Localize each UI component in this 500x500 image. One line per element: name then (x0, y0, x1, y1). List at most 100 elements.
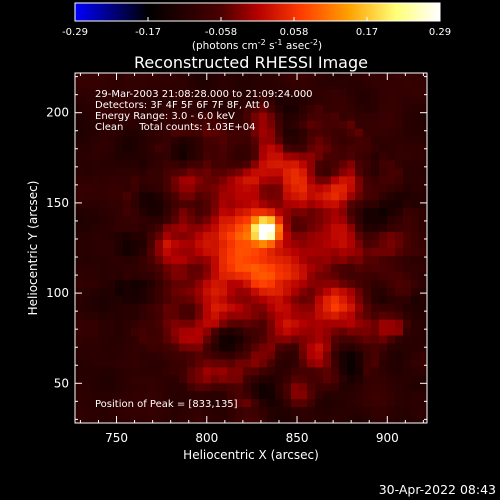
heatmap-cell (403, 319, 412, 329)
heatmap-cell (227, 168, 236, 178)
heatmap-cell (123, 271, 132, 281)
heatmap-cell (187, 112, 196, 122)
heatmap-cell (283, 168, 292, 178)
heatmap-cell (91, 295, 100, 305)
heatmap-cell (91, 232, 100, 241)
heatmap-cell (131, 343, 140, 353)
heatmap-cell (403, 351, 412, 360)
heatmap-cell (187, 168, 196, 178)
heatmap-cell (387, 287, 396, 297)
heatmap-cell (299, 287, 308, 297)
heatmap-cell (179, 120, 188, 130)
heatmap-cell (403, 279, 412, 289)
heatmap-cell (307, 88, 316, 98)
heatmap-cell (179, 208, 188, 217)
heatmap-cell (339, 367, 348, 376)
heatmap-cell (171, 287, 180, 297)
heatmap-cell (155, 144, 164, 154)
heatmap-cell (187, 80, 196, 90)
heatmap-cell (107, 136, 116, 146)
heatmap-cell (155, 375, 164, 384)
heatmap-cell (179, 232, 188, 241)
heatmap-cell (107, 303, 116, 313)
heatmap-cell (123, 160, 132, 170)
heatmap-cell (379, 168, 388, 178)
heatmap-cell (331, 359, 340, 368)
heatmap-cell (243, 335, 252, 345)
heatmap-cell (115, 112, 124, 122)
heatmap-cell (203, 263, 212, 273)
heatmap-cell (195, 168, 204, 178)
heatmap-cell (387, 263, 396, 273)
colorbar-ticks: -0.29 -0.17 -0.058 0.058 0.17 0.29 (62, 17, 451, 38)
heatmap-cell (219, 319, 228, 329)
heatmap-cell (315, 319, 324, 329)
heatmap-cell (355, 176, 364, 185)
heatmap-cell (283, 343, 292, 353)
heatmap-cell (371, 375, 380, 384)
heatmap-cell (75, 112, 84, 122)
heatmap-cell (299, 415, 308, 423)
heatmap-cell (75, 335, 84, 345)
heatmap-cell (187, 375, 196, 384)
heatmap-cell (83, 208, 92, 217)
heatmap-cell (387, 208, 396, 217)
heatmap-cell (187, 271, 196, 281)
heatmap-cell (99, 152, 108, 162)
heatmap-cell (395, 311, 404, 321)
heatmap-cell (307, 415, 316, 423)
footer-timestamp: 30-Apr-2022 08:43 (379, 482, 496, 497)
heatmap-cell (355, 104, 364, 114)
heatmap-cell (379, 248, 388, 257)
y-axis-label: Heliocentric Y (arcsec) (26, 181, 40, 316)
heatmap-cell (347, 375, 356, 384)
heatmap-cell (171, 152, 180, 162)
heatmap-cell (107, 271, 116, 281)
heatmap-cell (235, 391, 244, 400)
heatmap-cell (243, 152, 252, 162)
heatmap-cell (83, 152, 92, 162)
heatmap-cell (83, 375, 92, 384)
heatmap-cell (203, 112, 212, 122)
heatmap-cell (363, 271, 372, 281)
heatmap-cell (211, 343, 220, 353)
heatmap-cell (139, 176, 148, 185)
heatmap-cell (99, 184, 108, 193)
heatmap-cell (347, 391, 356, 400)
heatmap-cell (339, 335, 348, 345)
heatmap-cell (107, 319, 116, 329)
heatmap-cell (163, 224, 172, 233)
heatmap-cell (291, 271, 300, 281)
heatmap-cell (219, 279, 228, 289)
heatmap-cell (75, 88, 84, 98)
heatmap-cell (115, 327, 124, 337)
heatmap-cell (123, 232, 132, 241)
heatmap-cell (331, 383, 340, 392)
heatmap-cell (379, 327, 388, 337)
heatmap-cell (123, 208, 132, 217)
heatmap-cell (195, 128, 204, 138)
heatmap-cell (291, 192, 300, 201)
heatmap-cell (387, 295, 396, 305)
colorbar-tick-label: 0.058 (280, 27, 309, 38)
heatmap-cell (355, 311, 364, 321)
heatmap-cell (171, 192, 180, 201)
heatmap-cell (307, 192, 316, 201)
heatmap-cell (235, 104, 244, 114)
heatmap-cell (283, 88, 292, 98)
heatmap-cell (163, 240, 172, 249)
heatmap-cell (371, 184, 380, 193)
heatmap-cell (251, 80, 260, 90)
heatmap-cell (339, 391, 348, 400)
heatmap-cell (355, 415, 364, 423)
heatmap-cell (339, 351, 348, 360)
unit-part: s (266, 40, 275, 52)
heatmap-cell (251, 359, 260, 368)
heatmap-cell (387, 96, 396, 106)
heatmap-cell (267, 168, 276, 178)
heatmap-cell (259, 224, 268, 233)
heatmap-cell (315, 407, 324, 416)
heatmap-cell (179, 73, 188, 82)
heatmap-cell (115, 367, 124, 376)
heatmap-cell (371, 216, 380, 225)
